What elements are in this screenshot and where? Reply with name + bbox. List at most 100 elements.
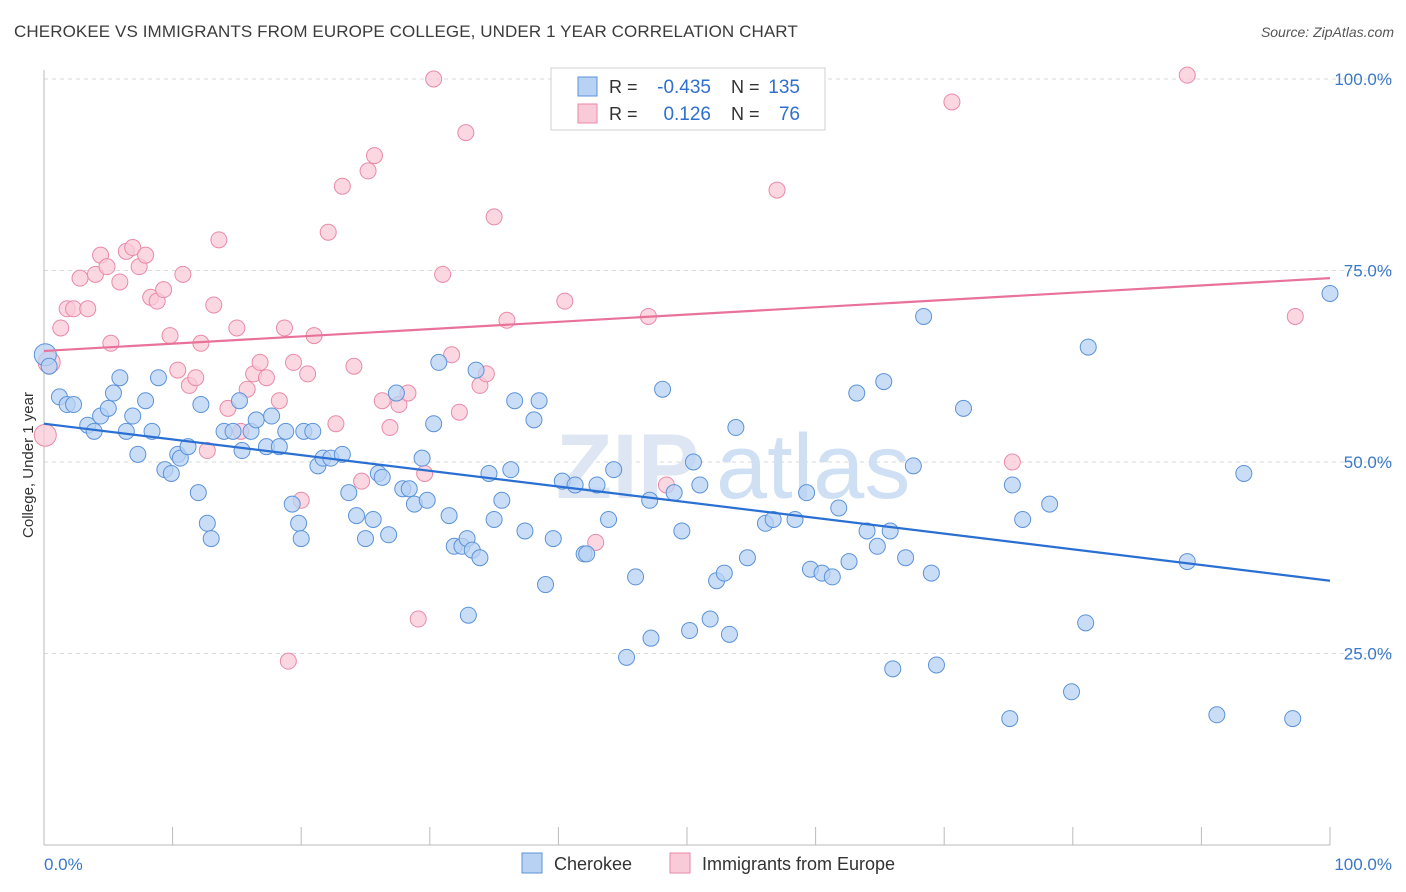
- immigrants-point: [79, 300, 97, 318]
- cherokee-point: [129, 445, 147, 463]
- bottom-legend-label-cherokee: Cherokee: [554, 854, 632, 874]
- cherokee-point: [357, 530, 374, 548]
- immigrants-point: [556, 292, 574, 310]
- cherokee-point: [413, 449, 431, 467]
- cherokee-point: [897, 549, 915, 567]
- bottom-legend-label-immigrants: Immigrants from Europe: [702, 854, 895, 874]
- immigrants-point: [443, 346, 461, 364]
- cherokee-point: [506, 392, 524, 410]
- cherokee-point: [764, 510, 782, 528]
- immigrants-point: [1178, 66, 1196, 84]
- cherokee-point: [493, 491, 511, 509]
- cherokee-point: [290, 514, 308, 532]
- immigrants-point: [416, 464, 434, 482]
- cherokee-point: [1003, 476, 1021, 494]
- immigrants-point: [275, 319, 293, 337]
- cherokee-point: [387, 384, 405, 402]
- cherokee-point: [516, 522, 534, 540]
- legend-n-value-cherokee: 135: [768, 77, 800, 98]
- cherokee-point: [1235, 464, 1253, 482]
- cherokee-point: [738, 549, 756, 567]
- cherokee-point: [566, 476, 584, 494]
- cherokee-point: [380, 526, 398, 544]
- cherokee-point: [347, 507, 365, 525]
- immigrants-point: [187, 369, 205, 387]
- cherokee-point: [198, 514, 216, 532]
- immigrants-point: [228, 319, 246, 337]
- immigrants-point: [98, 258, 116, 276]
- chart-title: CHEROKEE VS IMMIGRANTS FROM EUROPE COLLE…: [14, 22, 798, 41]
- immigrants-point: [1286, 307, 1304, 325]
- y-tick-label-25: 25.0%: [1344, 645, 1392, 664]
- immigrants-point: [71, 269, 89, 287]
- cherokee-point: [202, 530, 220, 548]
- cherokee-point: [1077, 614, 1095, 632]
- cherokee-point: [720, 625, 738, 643]
- cherokee-point: [915, 307, 933, 325]
- cherokee-point: [654, 380, 672, 398]
- cherokee-point: [530, 392, 548, 410]
- cherokee-point: [525, 411, 543, 429]
- cherokee-point: [459, 606, 477, 624]
- y-tick-label-50: 50.0%: [1344, 453, 1392, 472]
- y-tick-label-100: 100.0%: [1334, 70, 1392, 89]
- immigrants-point: [251, 353, 269, 371]
- cherokee-point: [665, 484, 683, 502]
- cherokee-point: [471, 549, 489, 567]
- immigrants-point: [52, 319, 70, 337]
- cherokee-point: [1001, 710, 1019, 728]
- immigrants-point: [425, 70, 443, 88]
- cherokee-point: [263, 407, 281, 425]
- trend-line-cherokee: [43, 422, 1331, 582]
- cherokee-point: [830, 499, 848, 517]
- immigrants-point: [299, 365, 317, 383]
- cherokee-point: [104, 384, 122, 402]
- cherokee-point: [537, 576, 555, 594]
- immigrants-point: [327, 415, 345, 433]
- cherokee-point: [1041, 495, 1059, 513]
- legend-n-value-immigrants: 76: [779, 104, 800, 125]
- cherokee-point: [578, 545, 596, 563]
- cherokee-point: [467, 361, 485, 379]
- cherokee-point: [373, 468, 391, 486]
- cherokee-point: [701, 610, 719, 628]
- x-tick-label-max: 100.0%: [1334, 855, 1392, 874]
- legend-r-value-immigrants: 0.126: [663, 104, 711, 125]
- cherokee-point: [848, 384, 866, 402]
- cherokee-point: [149, 369, 167, 387]
- cherokee-point: [440, 507, 458, 525]
- immigrants-point: [284, 353, 302, 371]
- cherokee-point: [868, 537, 886, 555]
- cherokee-point: [927, 656, 945, 674]
- immigrants-point: [457, 124, 475, 142]
- immigrants-point: [161, 327, 179, 345]
- cherokee-point: [588, 476, 606, 494]
- immigrants-point: [169, 361, 187, 379]
- immigrants-point: [345, 357, 363, 375]
- cherokee-point: [485, 510, 503, 528]
- cherokee-point: [304, 422, 322, 440]
- cherokee-point: [65, 396, 83, 414]
- cherokee-point: [283, 495, 301, 513]
- immigrants-point: [270, 392, 288, 410]
- immigrants-point: [943, 93, 961, 111]
- cherokee-point: [875, 373, 893, 391]
- cherokee-point: [340, 484, 358, 502]
- cherokee-point: [642, 629, 660, 647]
- cherokee-point: [425, 415, 443, 433]
- y-tick-labels: 25.0% 50.0% 75.0% 100.0%: [1334, 70, 1392, 664]
- immigrants-point: [485, 208, 503, 226]
- cherokee-point: [292, 530, 310, 548]
- series-cherokee-points: [33, 284, 1339, 728]
- immigrants-point: [587, 533, 605, 551]
- immigrants-point: [333, 177, 351, 195]
- legend-r-value-cherokee: -0.435: [657, 77, 711, 98]
- cherokee-point: [189, 484, 207, 502]
- cherokee-point: [40, 357, 58, 375]
- cherokee-point: [544, 530, 562, 548]
- cherokee-point: [230, 392, 248, 410]
- cherokee-point: [224, 422, 242, 440]
- cherokee-point: [684, 453, 702, 471]
- legend-r-label-immigrants: R =: [609, 104, 638, 124]
- cherokee-point: [1284, 710, 1302, 728]
